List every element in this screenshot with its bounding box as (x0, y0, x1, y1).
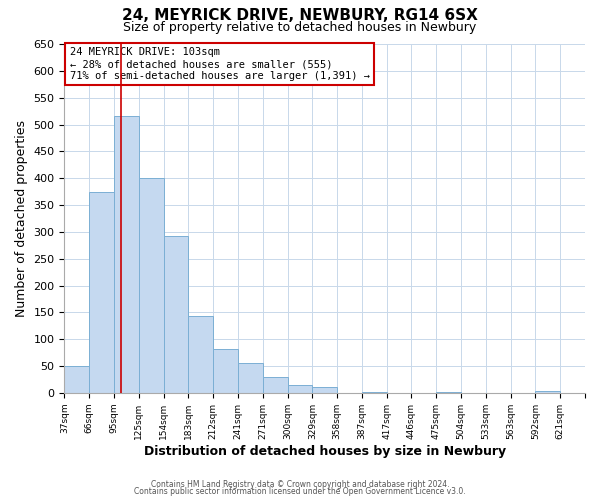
Bar (436, 392, 461, 393)
Bar (362, 392, 386, 393)
Bar (114, 116, 139, 393)
Text: 24, MEYRICK DRIVE, NEWBURY, RG14 6SX: 24, MEYRICK DRIVE, NEWBURY, RG14 6SX (122, 8, 478, 22)
Text: 24 MEYRICK DRIVE: 103sqm
← 28% of detached houses are smaller (555)
71% of semi-: 24 MEYRICK DRIVE: 103sqm ← 28% of detach… (70, 48, 370, 80)
Bar (535, 391, 560, 393)
Bar (188, 316, 213, 393)
Bar (263, 376, 287, 393)
Bar (287, 386, 313, 393)
Bar (139, 178, 164, 393)
Bar (238, 364, 263, 393)
Text: Size of property relative to detached houses in Newbury: Size of property relative to detached ho… (124, 21, 476, 34)
Text: Contains public sector information licensed under the Open Government Licence v3: Contains public sector information licen… (134, 487, 466, 496)
Bar (64, 366, 89, 393)
Bar (213, 349, 238, 393)
Y-axis label: Number of detached properties: Number of detached properties (15, 120, 28, 317)
Bar (164, 236, 188, 393)
Text: Contains HM Land Registry data © Crown copyright and database right 2024.: Contains HM Land Registry data © Crown c… (151, 480, 449, 489)
Bar (89, 192, 114, 393)
Bar (313, 387, 337, 393)
X-axis label: Distribution of detached houses by size in Newbury: Distribution of detached houses by size … (143, 444, 506, 458)
